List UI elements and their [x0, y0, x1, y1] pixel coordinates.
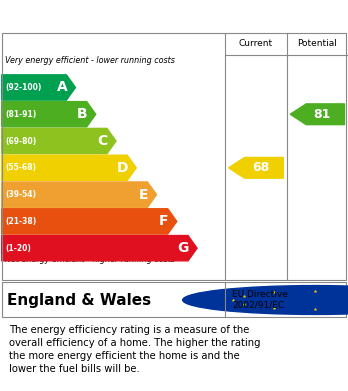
Text: (39-54): (39-54) — [5, 190, 36, 199]
Text: The energy efficiency rating is a measure of the
overall efficiency of a home. T: The energy efficiency rating is a measur… — [9, 325, 260, 374]
Polygon shape — [2, 128, 116, 154]
Polygon shape — [2, 209, 177, 234]
Text: (55-68): (55-68) — [5, 163, 36, 172]
Text: Current: Current — [239, 39, 273, 48]
Text: Very energy efficient - lower running costs: Very energy efficient - lower running co… — [5, 56, 175, 65]
Text: Energy Efficiency Rating: Energy Efficiency Rating — [9, 9, 230, 23]
Text: Potential: Potential — [298, 39, 337, 48]
Text: C: C — [97, 134, 108, 148]
Polygon shape — [290, 104, 345, 125]
Polygon shape — [2, 155, 136, 181]
Text: 81: 81 — [314, 108, 331, 121]
Text: (1-20): (1-20) — [5, 244, 31, 253]
Text: Not energy efficient - higher running costs: Not energy efficient - higher running co… — [5, 255, 175, 264]
Polygon shape — [2, 102, 96, 127]
Text: A: A — [57, 81, 67, 95]
Polygon shape — [2, 235, 197, 261]
Text: F: F — [159, 214, 169, 228]
Text: (81-91): (81-91) — [5, 110, 37, 119]
Text: B: B — [77, 107, 88, 121]
Text: E: E — [139, 188, 148, 202]
Text: (92-100): (92-100) — [5, 83, 42, 92]
Circle shape — [183, 285, 348, 314]
Polygon shape — [2, 182, 157, 207]
Text: 68: 68 — [252, 161, 269, 174]
Text: D: D — [117, 161, 128, 175]
Text: (21-38): (21-38) — [5, 217, 37, 226]
Text: (69-80): (69-80) — [5, 136, 37, 145]
Polygon shape — [2, 75, 76, 100]
Text: G: G — [177, 241, 189, 255]
Polygon shape — [229, 158, 283, 178]
Text: England & Wales: England & Wales — [7, 292, 151, 307]
Text: EU Directive
2002/91/EC: EU Directive 2002/91/EC — [232, 290, 288, 310]
